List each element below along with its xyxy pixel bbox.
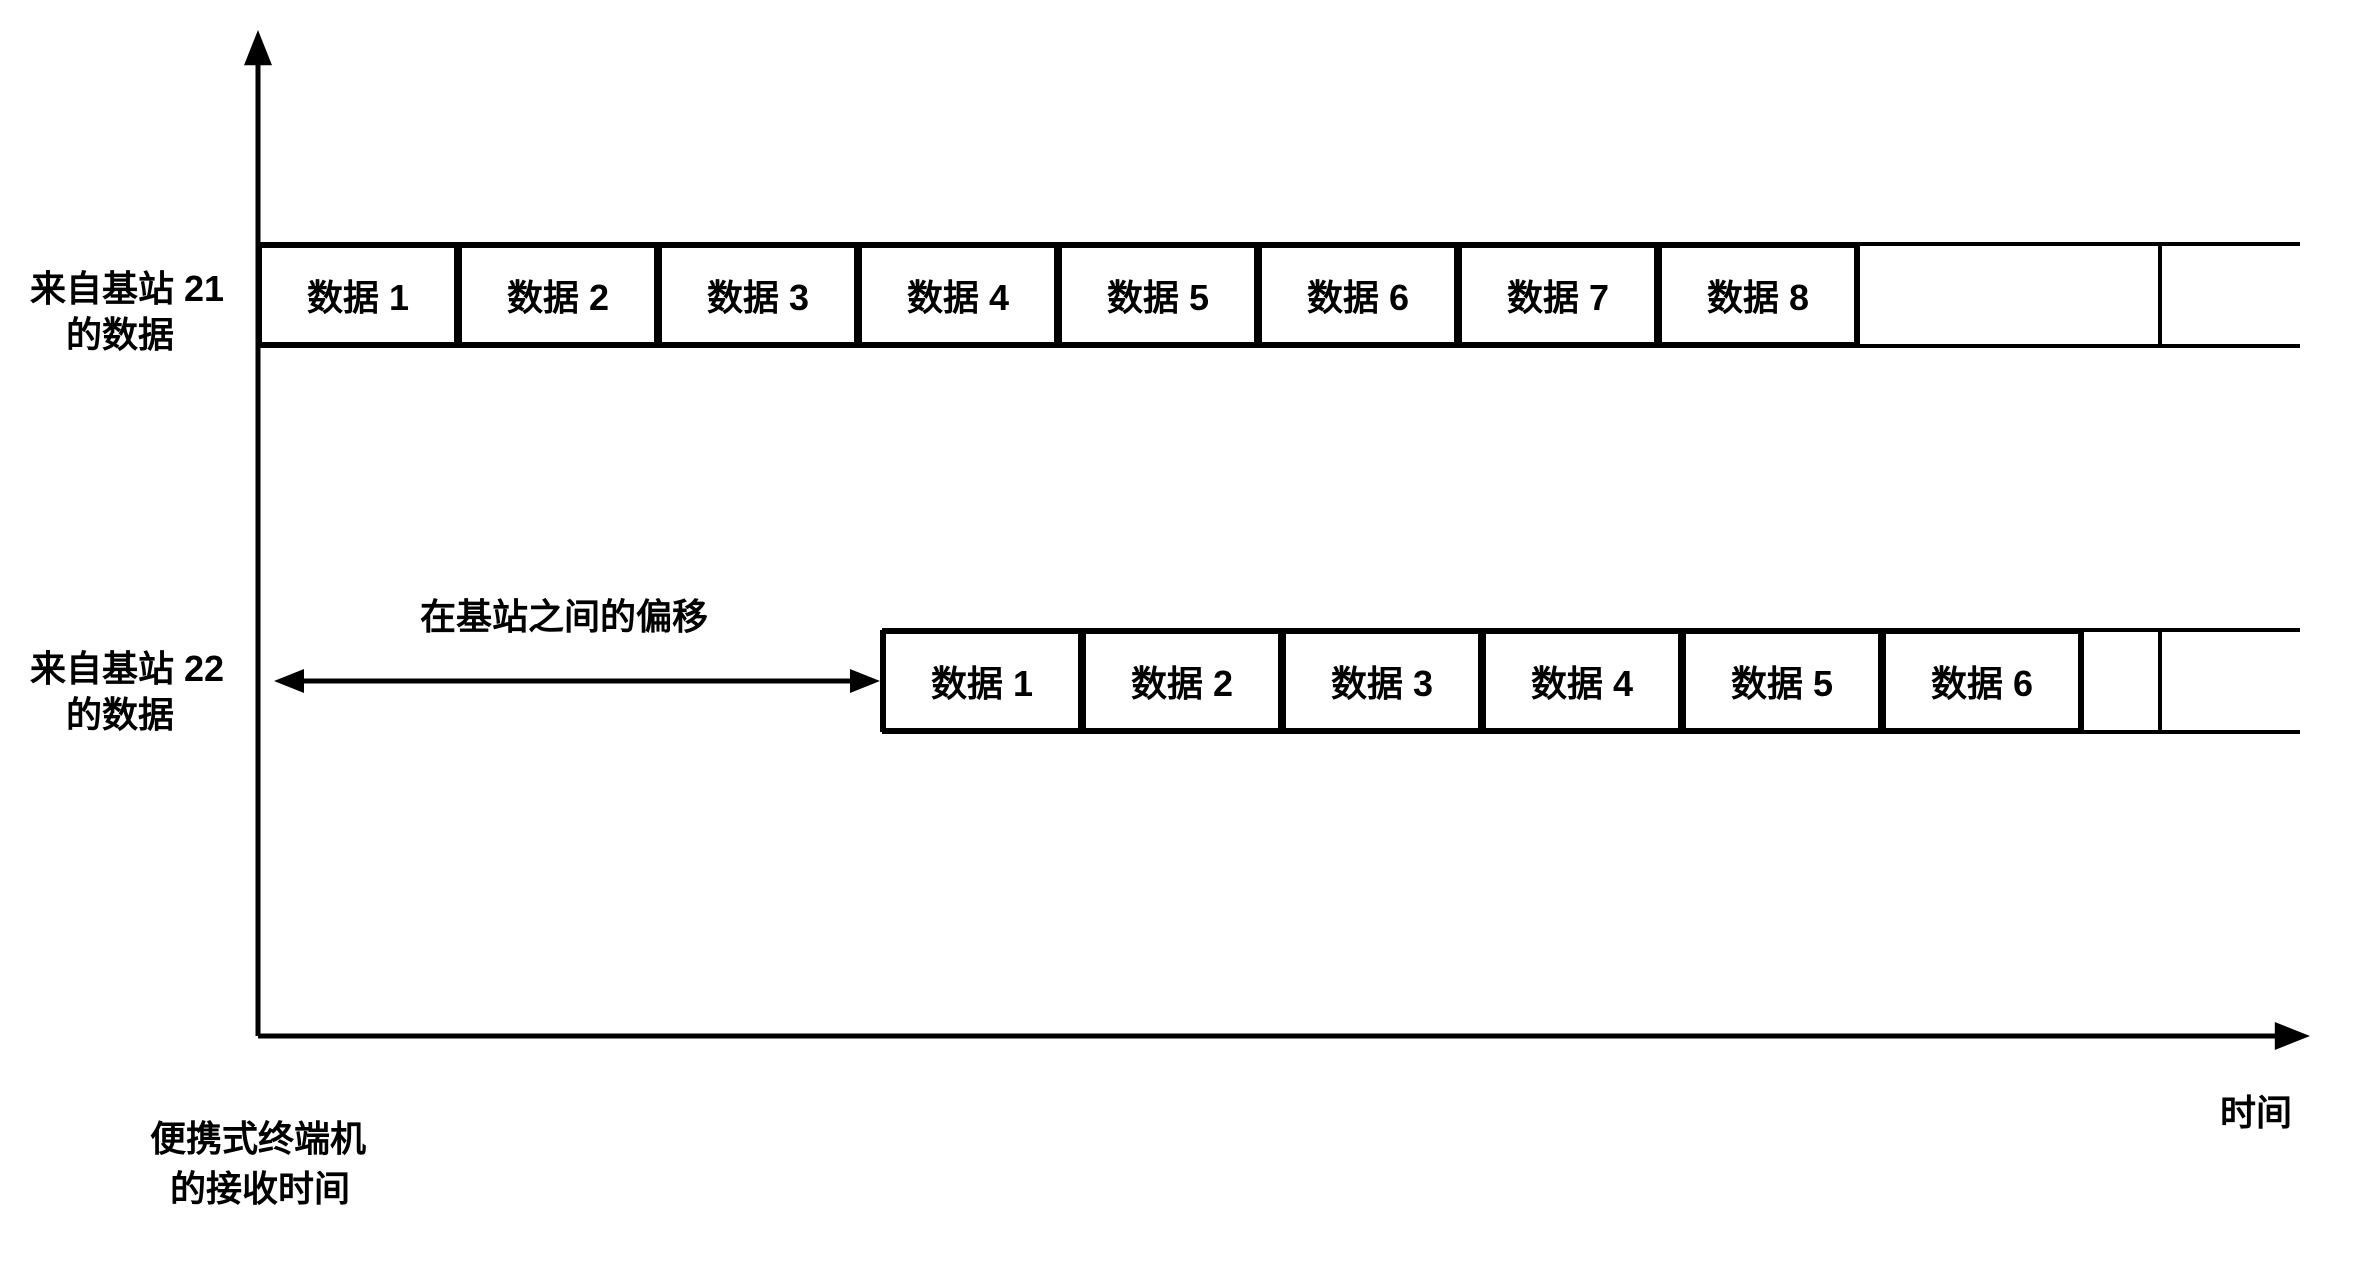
row2-label-line1: 来自基站 22 xyxy=(30,640,224,692)
origin-label-line1: 便携式终端机 xyxy=(150,1110,366,1162)
row2-cell-4: 数据 4 xyxy=(1482,630,1682,732)
row2-cell-2: 数据 2 xyxy=(1082,630,1282,732)
timing-diagram: 数据 1数据 2数据 3数据 4数据 5数据 6数据 7数据 8来自基站 21的… xyxy=(0,0,2372,1263)
row1-cell-2: 数据 2 xyxy=(458,244,658,346)
row1-cell-7: 数据 7 xyxy=(1458,244,1658,346)
row1-cell-6: 数据 6 xyxy=(1258,244,1458,346)
origin-label-line2: 的接收时间 xyxy=(170,1160,350,1212)
x-axis-label: 时间 xyxy=(2220,1084,2292,1136)
row2-cell-5: 数据 5 xyxy=(1682,630,1882,732)
row2-label-line2: 的数据 xyxy=(66,686,174,738)
row2-cell-3: 数据 3 xyxy=(1282,630,1482,732)
row1-cell-3: 数据 3 xyxy=(658,244,858,346)
row1-cell-5: 数据 5 xyxy=(1058,244,1258,346)
row1-cell-8: 数据 8 xyxy=(1658,244,1858,346)
row2-cell-1: 数据 1 xyxy=(882,630,1082,732)
offset-label: 在基站之间的偏移 xyxy=(420,588,708,640)
row1-label-line2: 的数据 xyxy=(66,306,174,358)
row2-cell-6: 数据 6 xyxy=(1882,630,2082,732)
row1-cell-1: 数据 1 xyxy=(258,244,458,346)
row1-cell-4: 数据 4 xyxy=(858,244,1058,346)
row1-label-line1: 来自基站 21 xyxy=(30,260,224,312)
